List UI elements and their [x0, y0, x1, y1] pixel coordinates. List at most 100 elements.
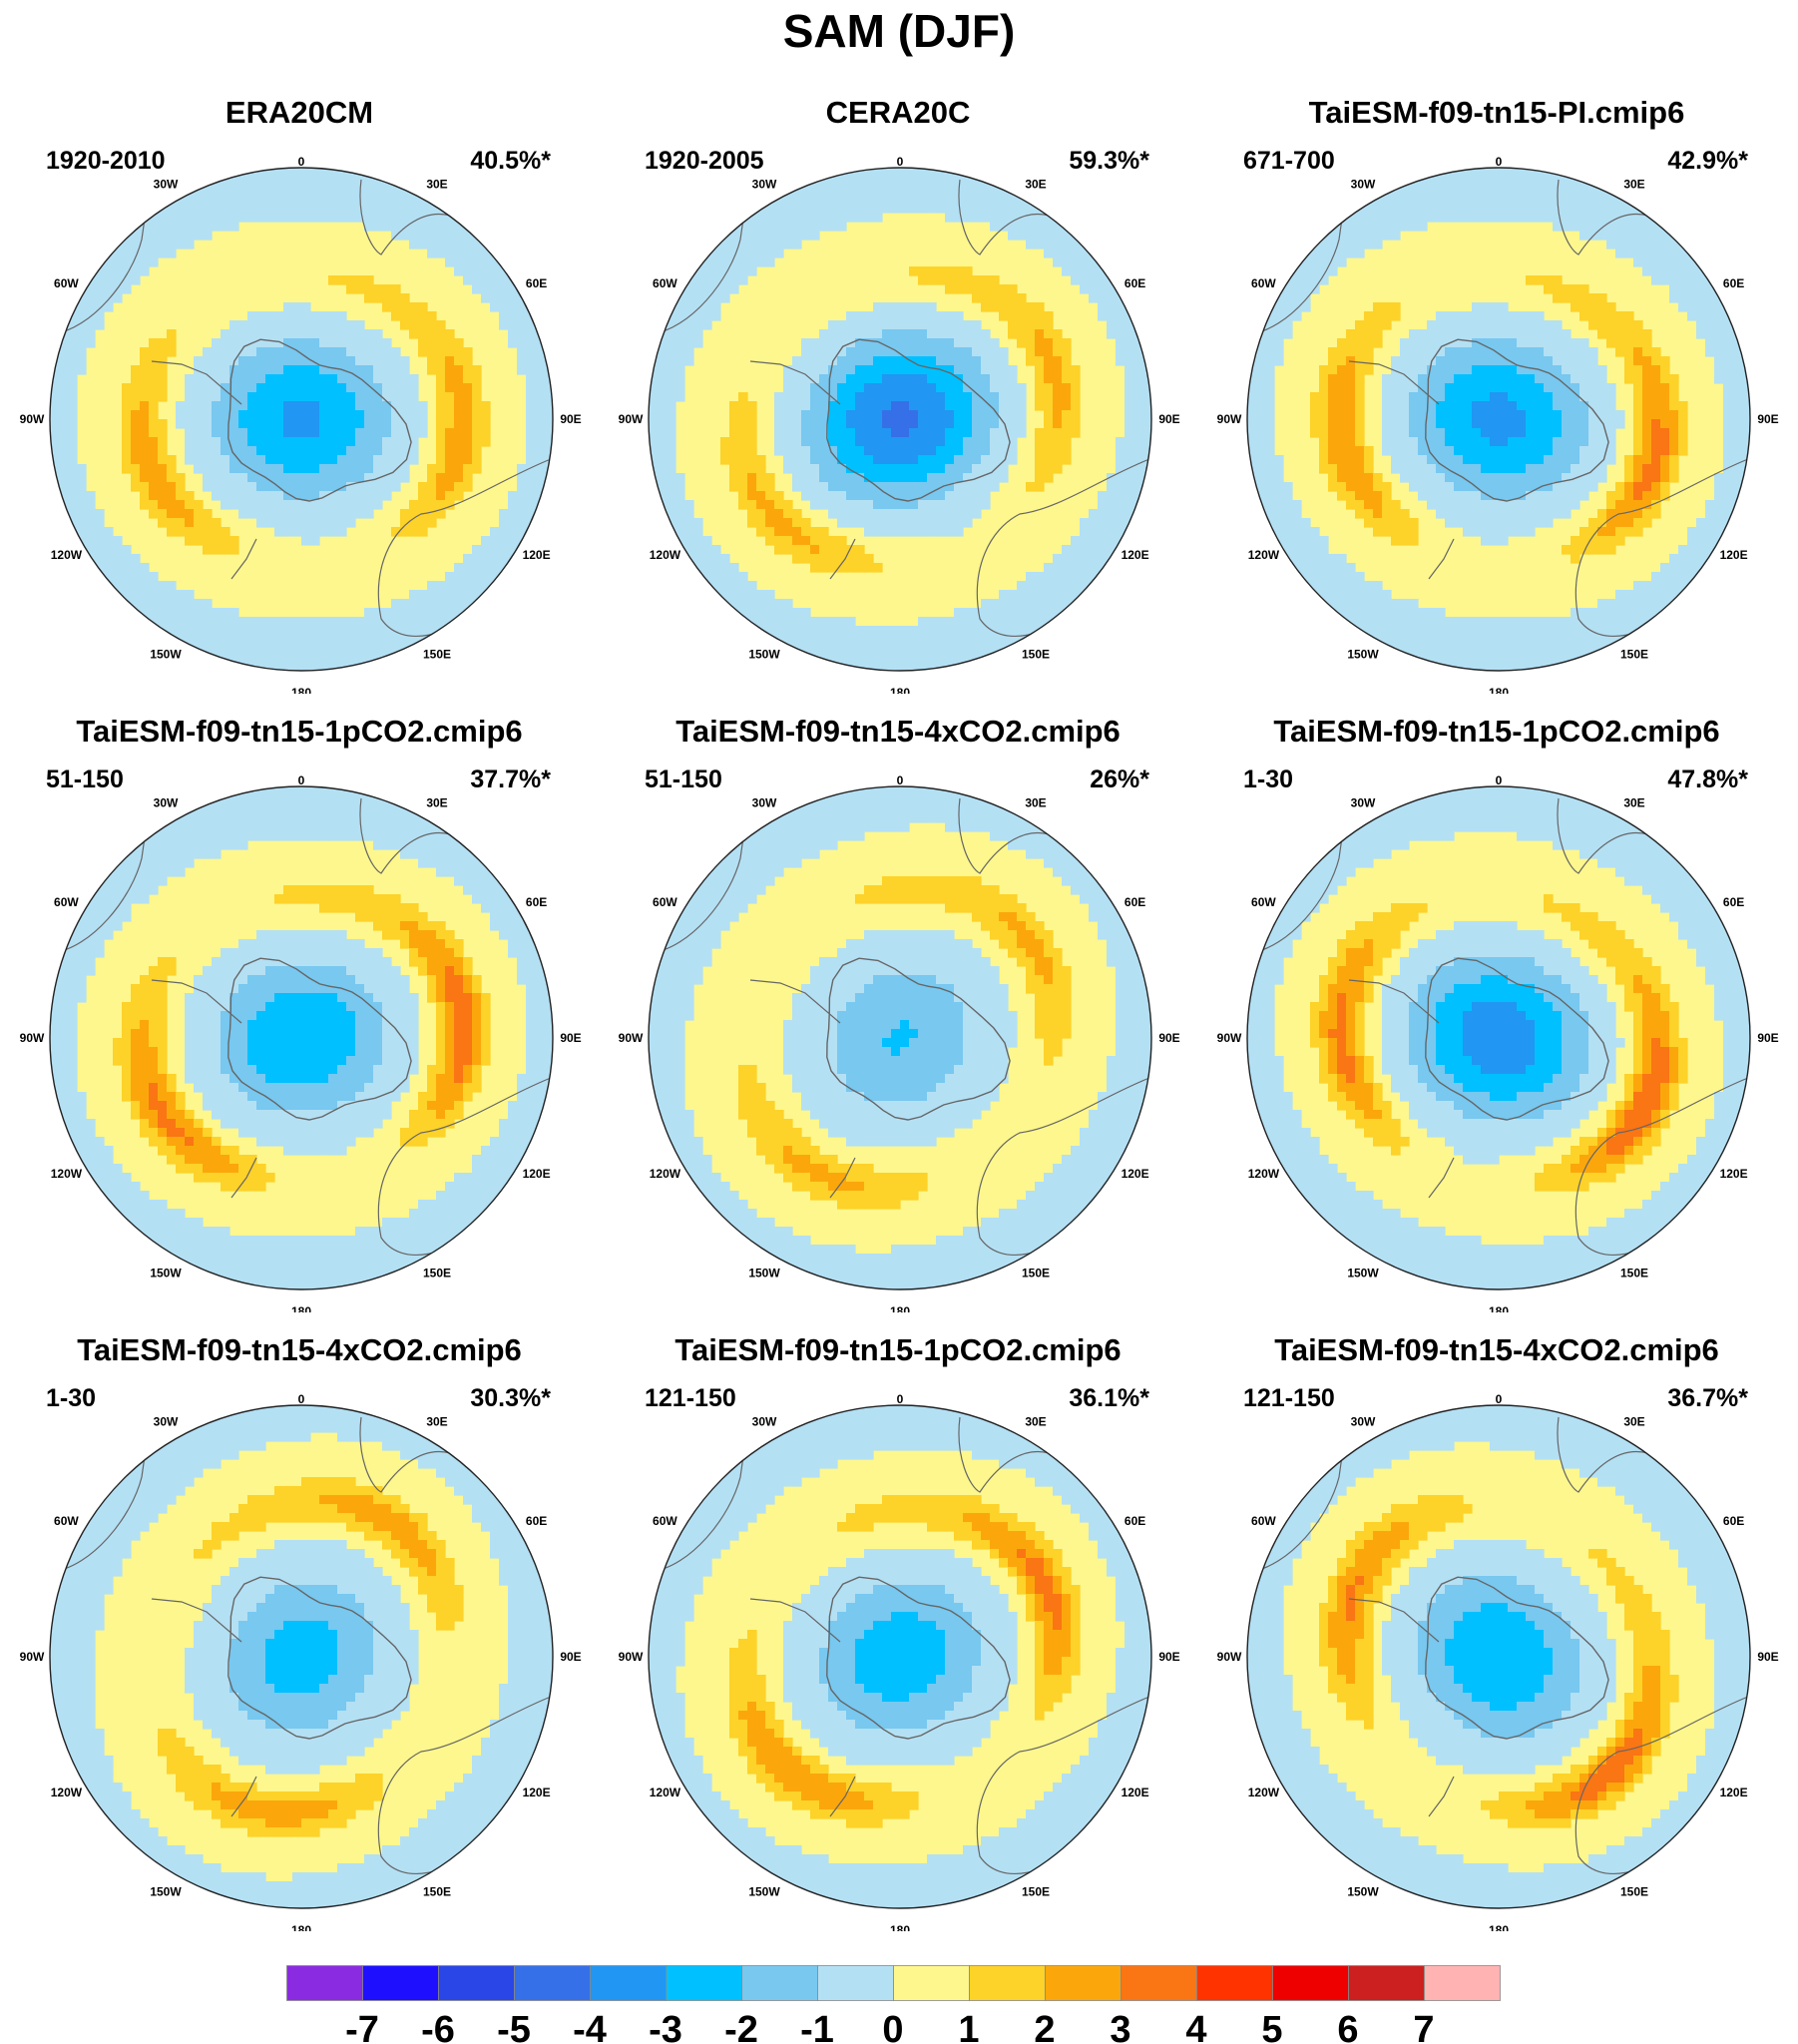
- longitude-label: 150E: [423, 648, 451, 662]
- longitude-label: 90W: [20, 1650, 45, 1664]
- panel-title: TaiESM-f09-tn15-1pCO2.cmip6: [76, 714, 523, 749]
- colorbar-swatch: [1424, 1965, 1501, 2001]
- longitude-label: 120E: [1122, 548, 1149, 562]
- longitude-label: 150E: [423, 1267, 451, 1280]
- colorbar-swatch: [893, 1965, 970, 2001]
- longitude-label: 0: [298, 155, 305, 169]
- map-panel: 0 30E 60E 90E 120E 150E 180 150W 120W 90W 60W 30W Ta…: [1197, 1332, 1796, 1931]
- panel-title: TaiESM-f09-tn15-4xCO2.cmip6: [675, 714, 1121, 749]
- polar-map: 0 30E 60E 90E 120E 150E 180 150W 120W 90W 60W 30W: [20, 155, 582, 694]
- colorbar-swatch: [969, 1965, 1046, 2001]
- colorbar-tick-label: -1: [800, 2009, 834, 2044]
- longitude-label: 60W: [653, 276, 677, 290]
- longitude-label: 120W: [1248, 548, 1280, 562]
- longitude-label: 90W: [20, 1031, 45, 1045]
- longitude-label: 90W: [1217, 1031, 1242, 1045]
- longitude-label: 120W: [51, 1786, 83, 1799]
- longitude-label: 150E: [1022, 1267, 1050, 1280]
- colorbar-swatch: [362, 1965, 439, 2001]
- longitude-label: 0: [897, 773, 904, 787]
- polar-map: 0 30E 60E 90E 120E 150E 180 150W 120W 90W 60W 30W: [1217, 155, 1779, 694]
- colorbar-tick-label: -4: [573, 2009, 607, 2044]
- longitude-label: 30W: [154, 1414, 179, 1428]
- longitude-label: 30E: [426, 1414, 447, 1428]
- longitude-label: 150W: [150, 1885, 182, 1899]
- panel-period: 1-30: [1243, 766, 1294, 793]
- longitude-label: 90E: [1158, 1031, 1179, 1045]
- longitude-label: 180: [291, 1923, 311, 1931]
- map-panel: 0 30E 60E 90E 120E 150E 180 150W 120W 90W 60W 30W ER…: [0, 95, 599, 694]
- longitude-label: 0: [897, 1392, 904, 1406]
- longitude-label: 150W: [1347, 1885, 1379, 1899]
- longitude-label: 30W: [1351, 177, 1376, 191]
- longitude-label: 60W: [54, 1514, 79, 1528]
- longitude-label: 0: [897, 155, 904, 169]
- longitude-label: 120W: [1248, 1786, 1280, 1799]
- longitude-label: 180: [1489, 1923, 1509, 1931]
- longitude-label: 150W: [748, 648, 780, 662]
- panel-title: TaiESM-f09-tn15-1pCO2.cmip6: [674, 1332, 1122, 1367]
- colorbar-tick-label: 1: [958, 2009, 979, 2044]
- longitude-label: 90W: [20, 412, 45, 426]
- panel-period: 1-30: [46, 1384, 97, 1412]
- panel-title: TaiESM-f09-tn15-4xCO2.cmip6: [1274, 1332, 1719, 1367]
- longitude-label: 30W: [154, 177, 179, 191]
- longitude-label: 120E: [1122, 1786, 1149, 1799]
- longitude-label: 180: [1489, 1304, 1509, 1312]
- longitude-label: 120E: [1720, 1167, 1748, 1181]
- map-panel: 0 30E 60E 90E 120E 150E 180 150W 120W 90W 60W 30W Ta…: [599, 1332, 1197, 1931]
- longitude-label: 180: [890, 686, 910, 694]
- longitude-label: 60E: [1124, 1514, 1145, 1528]
- longitude-label: 150W: [1347, 648, 1379, 662]
- longitude-label: 0: [1496, 773, 1503, 787]
- longitude-label: 120E: [1720, 1786, 1748, 1799]
- panel-explained-variance: 30.3%*: [470, 1384, 551, 1412]
- longitude-label: 30E: [426, 795, 447, 809]
- longitude-label: 180: [890, 1923, 910, 1931]
- colorbar-swatch: [1348, 1965, 1425, 2001]
- longitude-label: 90E: [1757, 1031, 1778, 1045]
- panel-title: TaiESM-f09-tn15-1pCO2.cmip6: [1273, 714, 1720, 749]
- panel-explained-variance: 42.9%*: [1667, 147, 1748, 175]
- longitude-label: 150W: [150, 1267, 182, 1280]
- longitude-label: 90W: [619, 412, 644, 426]
- longitude-label: 150E: [1620, 1267, 1648, 1280]
- colorbar-tick-label: 6: [1337, 2009, 1358, 2044]
- longitude-label: 60E: [1124, 895, 1145, 909]
- longitude-label: 0: [298, 1392, 305, 1406]
- longitude-label: 60E: [1723, 276, 1744, 290]
- longitude-label: 180: [1489, 686, 1509, 694]
- colorbar-tick-label: -6: [421, 2009, 455, 2044]
- polar-map: 0 30E 60E 90E 120E 150E 180 150W 120W 90W 60W 30W: [619, 773, 1180, 1312]
- panel-period: 1920-2010: [46, 147, 166, 175]
- longitude-label: 30E: [1623, 177, 1644, 191]
- longitude-label: 30W: [1351, 795, 1376, 809]
- longitude-label: 150E: [423, 1885, 451, 1899]
- panel-period: 121-150: [1243, 1384, 1335, 1412]
- longitude-label: 60E: [1723, 1514, 1744, 1528]
- longitude-label: 60W: [1251, 895, 1276, 909]
- longitude-label: 150E: [1620, 1885, 1648, 1899]
- longitude-label: 180: [291, 1304, 311, 1312]
- longitude-label: 30E: [1623, 795, 1644, 809]
- colorbar-tick-label: -7: [345, 2009, 379, 2044]
- longitude-label: 90E: [1757, 412, 1778, 426]
- longitude-label: 60W: [653, 1514, 677, 1528]
- colorbar-swatch: [741, 1965, 818, 2001]
- panel-title: ERA20CM: [225, 95, 374, 130]
- map-panel: 0 30E 60E 90E 120E 150E 180 150W 120W 90W 60W 30W Ta…: [1197, 95, 1796, 694]
- longitude-label: 30W: [752, 795, 777, 809]
- longitude-label: 30W: [1351, 1414, 1376, 1428]
- panel-explained-variance: 36.7%*: [1667, 1384, 1748, 1412]
- longitude-label: 150E: [1620, 648, 1648, 662]
- longitude-label: 0: [1496, 155, 1503, 169]
- longitude-label: 90W: [619, 1031, 644, 1045]
- longitude-label: 150E: [1022, 1885, 1050, 1899]
- longitude-label: 150E: [1022, 648, 1050, 662]
- colorbar: -7 -6 -5 -4 -3 -2 -1 0 1 2 3 4 5 6 7: [286, 1965, 1501, 2044]
- longitude-label: 0: [1496, 1392, 1503, 1406]
- longitude-label: 90E: [560, 1031, 581, 1045]
- longitude-label: 30E: [426, 177, 447, 191]
- longitude-label: 60E: [526, 895, 547, 909]
- longitude-label: 30E: [1623, 1414, 1644, 1428]
